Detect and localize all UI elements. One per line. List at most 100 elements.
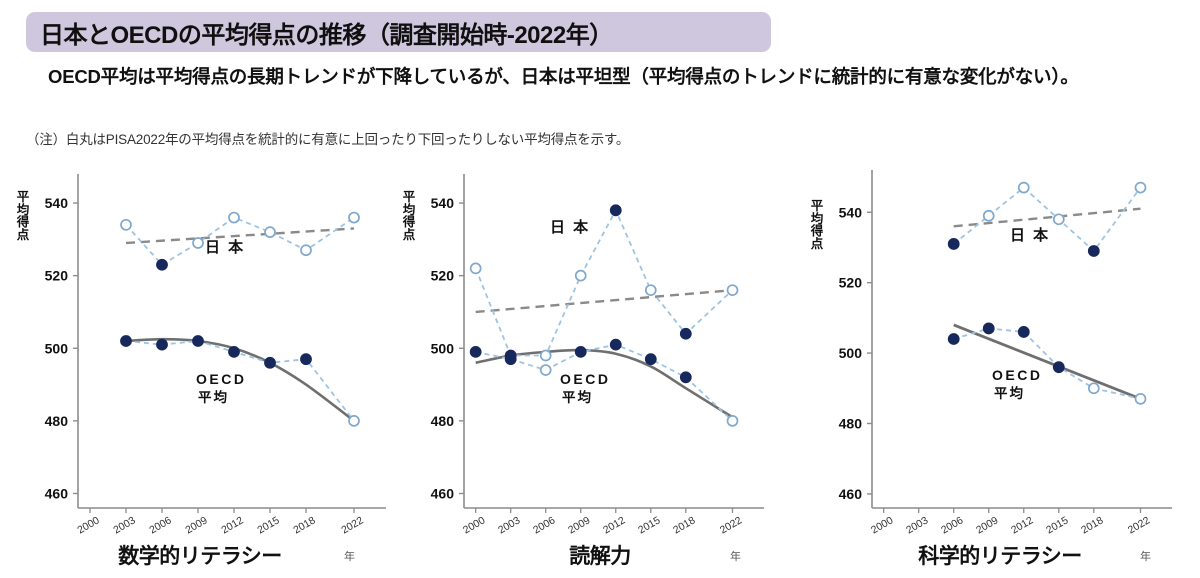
data-point-oecd-filled <box>228 345 240 358</box>
chart-panel-math: 460 480 500 520 540 2000 2003 2006 2009 2012 2015 2… <box>0 152 400 578</box>
y-axis-tick-label: 460 <box>45 485 69 501</box>
series-line-oecd <box>953 327 1141 400</box>
x-axis-tick-label: 2015 <box>255 514 281 536</box>
data-point-oecd-filled <box>1017 326 1030 338</box>
y-axis-tick-label: 540 <box>431 195 455 211</box>
footnote-text: （注）白丸はPISA2022年の平均得点を統計的に有意に上回ったり下回ったりしな… <box>26 132 630 147</box>
trend-line-oecd <box>953 323 1142 401</box>
series-label-oecd-line2: 平均 <box>198 389 229 405</box>
x-axis-tick-label: 2006 <box>531 514 557 536</box>
x-axis-tick-label: 2006 <box>939 514 965 536</box>
data-point-oecd-filled <box>264 356 276 369</box>
x-axis-unit-math: 年 <box>344 551 355 563</box>
data-point-japan-filled <box>609 204 622 217</box>
x-axis-tick-label: 2009 <box>183 514 209 536</box>
trend-line-japan <box>953 207 1141 228</box>
x-axis-tick-label: 2012 <box>219 514 245 536</box>
x-axis-tick-label: 2000 <box>75 514 101 536</box>
data-point-japan-open <box>120 218 132 231</box>
data-point-oecd-filled <box>469 345 482 358</box>
data-point-japan-open <box>228 211 240 224</box>
data-point-oecd-open <box>539 364 552 376</box>
series-line-oecd <box>475 343 734 422</box>
trend-line-japan <box>475 288 733 314</box>
y-axis-title: 平均得点 <box>810 199 824 251</box>
data-point-oecd-filled <box>192 335 204 347</box>
data-point-japan-open <box>348 211 360 224</box>
data-point-japan-open <box>469 262 482 275</box>
y-axis-tick-label: 480 <box>431 413 455 429</box>
data-point-oecd-filled <box>609 338 622 351</box>
x-axis-tick-label: 2003 <box>496 514 522 536</box>
chart-axes <box>871 170 1172 509</box>
data-point-japan-open <box>300 244 312 257</box>
x-axis-tick-label: 2012 <box>1009 514 1035 536</box>
y-axis-tick-label: 540 <box>839 204 863 220</box>
data-point-oecd-filled <box>156 338 168 351</box>
data-point-japan-open <box>1134 181 1147 194</box>
series-label-oecd-line2: 平均 <box>994 385 1025 401</box>
chart-plot-science: 460 480 500 520 540 2000 2003 2006 2009 2012 2015 2… <box>800 152 1200 542</box>
data-point-oecd-filled <box>982 322 995 335</box>
series-label-oecd-line1: OECD <box>196 371 246 387</box>
y-axis-tick-label: 520 <box>839 275 863 291</box>
series-label-oecd-line2: 平均 <box>562 389 593 405</box>
y-axis-title: 平均得点 <box>402 190 416 242</box>
chart-axes <box>463 174 764 509</box>
x-axis-tick-label: 2000 <box>461 514 487 536</box>
x-axis-tick-label: 2006 <box>147 514 173 536</box>
data-point-oecd-filled <box>120 335 132 347</box>
data-point-japan-open <box>1052 213 1065 226</box>
chart-svg: 460 480 500 520 540 2000 2003 2006 2009 2012 2015 2… <box>839 170 1172 536</box>
x-axis-tick-label: 2022 <box>718 514 744 536</box>
data-point-oecd-open <box>1134 393 1147 405</box>
data-point-japan-open <box>264 226 276 238</box>
subtitle-text: OECD平均は平均得点の長期トレンドが下降しているが、日本は平坦型（平均得点のト… <box>48 66 1079 87</box>
data-point-oecd-filled <box>504 353 517 366</box>
data-point-japan-filled <box>679 327 692 340</box>
series-label-oecd-line1: OECD <box>560 371 610 387</box>
x-axis-tick-label: 2009 <box>566 514 592 536</box>
series-line-japan <box>474 208 734 357</box>
data-point-oecd-open <box>1087 382 1100 395</box>
series-label-japan: 日 本 <box>1010 226 1050 244</box>
data-point-oecd-filled <box>574 345 587 358</box>
x-axis-tick-label: 2003 <box>904 514 930 536</box>
data-point-japan-open <box>982 209 995 222</box>
y-axis-tick-label: 480 <box>45 413 69 429</box>
data-point-japan-open <box>192 237 204 249</box>
x-axis-tick-label: 2022 <box>1126 514 1152 536</box>
y-axis-tick-label: 500 <box>839 345 863 361</box>
data-point-japan-filled <box>156 258 168 271</box>
x-axis-tick-label: 2003 <box>111 514 137 536</box>
chart-svg: 460 480 500 520 540 2000 2003 2006 2009 2012 2015 2… <box>45 174 386 536</box>
x-axis-tick-label: 2018 <box>1079 514 1105 536</box>
x-axis-unit-reading: 年 <box>730 551 741 563</box>
x-axis-tick-label: 2018 <box>291 514 317 536</box>
data-point-japan-open <box>1017 181 1030 194</box>
data-point-oecd-open <box>726 415 739 427</box>
y-axis-tick-label: 540 <box>45 195 69 211</box>
data-point-oecd-filled <box>679 371 692 384</box>
x-axis-tick-label: 2012 <box>601 514 627 536</box>
slide-title-banner: 日本とOECDの平均得点の推移（調査開始時-2022年） <box>26 12 771 52</box>
data-point-japan-open <box>574 269 587 282</box>
chart-axes <box>77 174 386 509</box>
chart-panel-reading: 460 480 500 520 540 2000 2003 2006 2009 2012 2015 2… <box>400 152 800 578</box>
y-axis-tick-label: 520 <box>45 268 69 284</box>
y-axis-tick-label: 480 <box>839 416 863 432</box>
y-axis-tick-label: 460 <box>431 485 455 501</box>
chart-plot-reading: 460 480 500 520 540 2000 2003 2006 2009 2012 2015 2… <box>400 152 800 542</box>
data-point-oecd-filled <box>644 353 657 366</box>
x-axis-tick-label: 2000 <box>869 514 895 536</box>
y-axis-title: 平均得点 <box>16 190 30 242</box>
y-axis-tick-label: 500 <box>431 340 455 356</box>
series-label-oecd-line1: OECD <box>992 367 1042 383</box>
y-axis-tick-label: 500 <box>45 340 69 356</box>
series-line-japan <box>953 186 1142 253</box>
x-axis-tick-label: 2015 <box>1044 514 1070 536</box>
chart-title-science: 科学的リテラシー <box>918 545 1082 568</box>
data-point-japan-open <box>539 349 552 362</box>
data-point-oecd-open <box>348 415 360 427</box>
x-axis-tick-label: 2009 <box>974 514 1000 536</box>
